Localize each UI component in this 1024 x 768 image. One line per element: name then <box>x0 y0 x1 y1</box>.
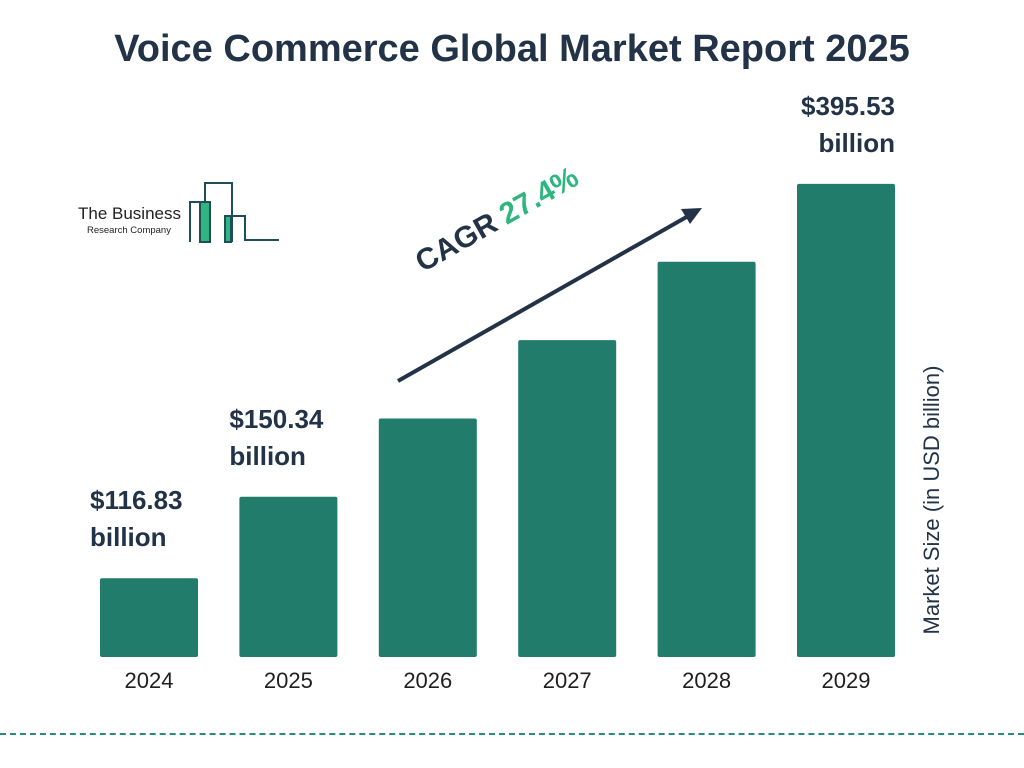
data-label-unit: billion <box>229 440 306 471</box>
bar-2026 <box>378 418 477 657</box>
x-tick-label: 2029 <box>822 668 871 693</box>
data-label-unit: billion <box>818 127 895 158</box>
bar-2025 <box>239 496 338 657</box>
data-label-2025: $150.34 billion <box>229 401 323 475</box>
data-label-value: $150.34 <box>229 403 324 434</box>
data-label-value: $395.53 <box>801 90 895 121</box>
logo-subtitle: Research Company <box>87 225 171 236</box>
chart-title: Voice Commerce Global Market Report 2025 <box>114 28 910 70</box>
bar-2027 <box>518 340 617 657</box>
bar-2029 <box>797 183 895 657</box>
bar-2024 <box>100 578 198 657</box>
x-tick-label: 2024 <box>125 668 174 693</box>
bar-2028 <box>657 261 756 657</box>
x-tick-label: 2027 <box>543 668 592 693</box>
x-tick-label: 2025 <box>264 668 313 693</box>
data-label-2029: $395.53 billion <box>801 88 895 162</box>
y-axis-label: Market Size (in USD billion) <box>919 365 944 635</box>
x-tick-label: 2026 <box>403 668 452 693</box>
cagr-arrow <box>397 208 702 383</box>
data-label-unit: billion <box>90 522 167 553</box>
footer-divider <box>0 733 1024 735</box>
data-label-2024: $116.83 billion <box>90 482 183 556</box>
x-tick-label: 2028 <box>682 668 731 693</box>
data-label-value: $116.83 <box>90 485 183 516</box>
company-logo: The Business Research Company <box>78 180 283 250</box>
logo-name: The Business <box>78 204 181 223</box>
logo-buildings-icon <box>189 182 279 243</box>
